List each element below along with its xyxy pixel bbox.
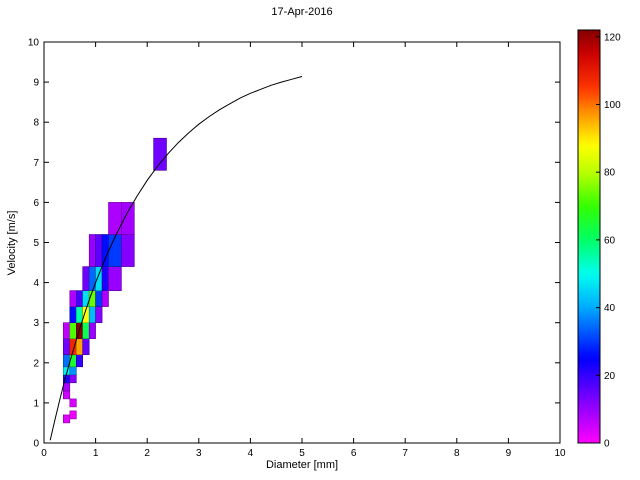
y-tick-label: 0 bbox=[33, 439, 39, 450]
heatmap-cell bbox=[82, 266, 90, 292]
x-tick-label: 8 bbox=[454, 448, 460, 459]
terminal-velocity-curve bbox=[49, 76, 303, 441]
colorbar-tick-label: 0 bbox=[604, 439, 610, 450]
chart-title: 17-Apr-2016 bbox=[271, 6, 333, 18]
heatmap-cell bbox=[62, 322, 71, 340]
x-tick-label: 1 bbox=[93, 448, 99, 459]
heatmap-cell bbox=[76, 290, 84, 307]
colorbar-tick-label: 20 bbox=[604, 371, 616, 382]
y-tick-label: 4 bbox=[33, 278, 39, 289]
heatmap-cell bbox=[108, 234, 122, 267]
heatmap-cell bbox=[95, 266, 103, 292]
heatmap-cell bbox=[121, 202, 135, 235]
x-tick-label: 0 bbox=[41, 448, 47, 459]
colorbar-tick-label: 40 bbox=[604, 303, 616, 314]
colorbar-tick-label: 120 bbox=[604, 32, 621, 43]
heatmap-cell bbox=[88, 234, 96, 267]
heatmap-cell bbox=[69, 366, 77, 376]
x-tick-label: 6 bbox=[351, 448, 357, 459]
heatmap-cell bbox=[76, 306, 84, 324]
heatmap-cell bbox=[101, 290, 109, 307]
x-tick-label: 2 bbox=[144, 448, 150, 459]
colorbar-gradient bbox=[578, 30, 600, 443]
y-tick-label: 5 bbox=[33, 238, 39, 249]
x-tick-label: 5 bbox=[299, 448, 305, 459]
x-tick-label: 10 bbox=[554, 448, 566, 459]
heatmap-cell bbox=[95, 234, 103, 267]
heatmap-cell bbox=[108, 202, 122, 235]
heatmap-cell bbox=[62, 390, 71, 400]
y-tick-label: 3 bbox=[33, 318, 39, 329]
colorbar: 0 20 40 60 80 100 120 bbox=[577, 29, 621, 450]
heatmap-cell bbox=[69, 322, 77, 340]
heatmap-cell bbox=[69, 306, 77, 324]
x-tick-label: 3 bbox=[196, 448, 202, 459]
heatmap-cell bbox=[69, 290, 77, 307]
heatmap-cell bbox=[95, 290, 103, 307]
heatmap-cell bbox=[82, 322, 90, 340]
y-tick-label: 8 bbox=[33, 118, 39, 129]
x-tick-label: 9 bbox=[506, 448, 512, 459]
x-axis-label: Diameter [mm] bbox=[265, 459, 339, 471]
heatmap-cell bbox=[62, 414, 71, 424]
heatmap-cell bbox=[69, 398, 77, 408]
y-tick-label: 1 bbox=[33, 398, 39, 409]
y-axis-ticks: 0 1 2 3 4 5 6 7 8 9 10 bbox=[28, 38, 560, 450]
heatmap-cell bbox=[69, 410, 77, 420]
heatmap-cell bbox=[121, 234, 135, 267]
heatmap-cells bbox=[62, 137, 167, 424]
heatmap-cell bbox=[88, 306, 96, 324]
heatmap-cell bbox=[69, 354, 77, 368]
heatmap-cell bbox=[76, 354, 84, 368]
y-axis-label: Velocity [m/s] bbox=[6, 210, 18, 276]
colorbar-box bbox=[577, 29, 601, 444]
heatmap-cell bbox=[108, 266, 122, 292]
y-tick-label: 2 bbox=[33, 358, 39, 369]
heatmap-cell bbox=[62, 338, 71, 356]
heatmap-cell bbox=[69, 374, 77, 384]
heatmap-cell bbox=[88, 322, 96, 340]
heatmap-cell bbox=[153, 137, 167, 171]
heatmap-cell bbox=[82, 338, 90, 356]
colorbar-tick-label: 100 bbox=[604, 100, 621, 111]
colorbar-tick-label: 60 bbox=[604, 235, 616, 246]
x-axis-ticks: 0 1 2 3 4 5 6 7 8 9 10 bbox=[41, 42, 566, 459]
heatmap-cell bbox=[76, 338, 84, 356]
y-tick-label: 9 bbox=[33, 78, 39, 89]
y-tick-label: 7 bbox=[33, 158, 39, 169]
heatmap-cell bbox=[88, 266, 96, 292]
heatmap-cell bbox=[95, 306, 103, 324]
heatmap-cell bbox=[101, 234, 109, 267]
y-tick-label: 6 bbox=[33, 198, 39, 209]
y-tick-label: 10 bbox=[28, 38, 40, 49]
colorbar-tick-label: 80 bbox=[604, 168, 616, 179]
x-tick-label: 4 bbox=[248, 448, 254, 459]
x-tick-label: 7 bbox=[402, 448, 408, 459]
heatmap-cell bbox=[101, 266, 109, 292]
